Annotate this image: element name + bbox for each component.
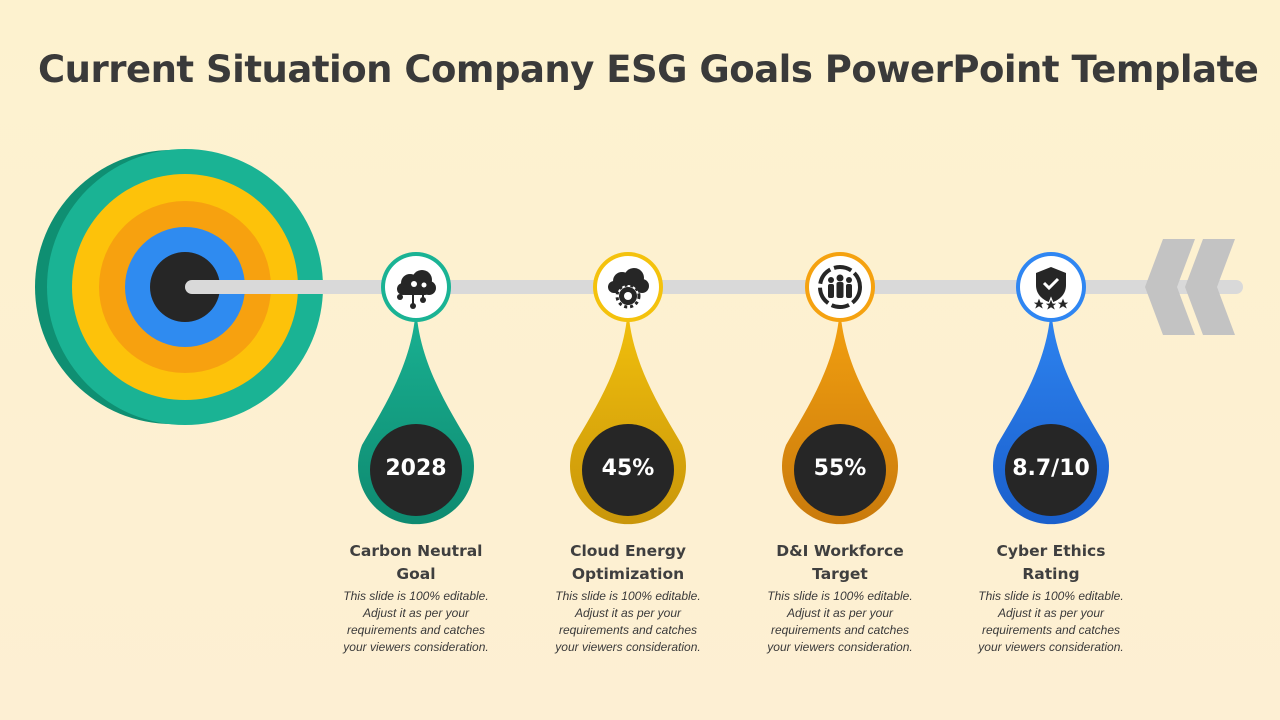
milestone-description: This slide is 100% editable. Adjust it a… xyxy=(343,589,489,654)
milestone-title: D&I Workforce Target xyxy=(776,542,904,583)
milestone-2 xyxy=(569,252,686,525)
milestone-title: Cyber Ethics Rating xyxy=(996,542,1106,583)
milestone-title: Carbon Neutral Goal xyxy=(349,542,483,583)
shield-stars-icon xyxy=(1030,267,1072,313)
milestone-4 xyxy=(992,252,1109,525)
milestone-value: 45% xyxy=(601,456,655,481)
milestone-3 xyxy=(782,252,898,525)
arrow-fletching-icon xyxy=(1145,239,1235,335)
milestone-value: 55% xyxy=(813,456,867,481)
milestone-value-disc xyxy=(582,424,674,516)
milestone-description: This slide is 100% editable. Adjust it a… xyxy=(555,589,701,654)
milestone-1 xyxy=(358,252,474,525)
cloud-network-icon xyxy=(397,270,436,309)
milestone-value-disc xyxy=(370,424,462,516)
milestone-title: Cloud Energy Optimization xyxy=(570,542,686,583)
milestone-value-disc xyxy=(1005,424,1097,516)
milestone-description: This slide is 100% editable. Adjust it a… xyxy=(767,589,913,654)
cloud-gear-icon xyxy=(608,268,649,309)
workforce-icon xyxy=(818,265,862,309)
milestone-value-disc xyxy=(794,424,886,516)
milestone-value: 8.7/10 xyxy=(1012,456,1090,481)
milestone-value: 2028 xyxy=(385,456,447,481)
target-icon xyxy=(35,149,323,425)
slide-title: Current Situation Company ESG Goals Powe… xyxy=(38,48,1259,91)
milestone-description: This slide is 100% editable. Adjust it a… xyxy=(978,589,1124,654)
